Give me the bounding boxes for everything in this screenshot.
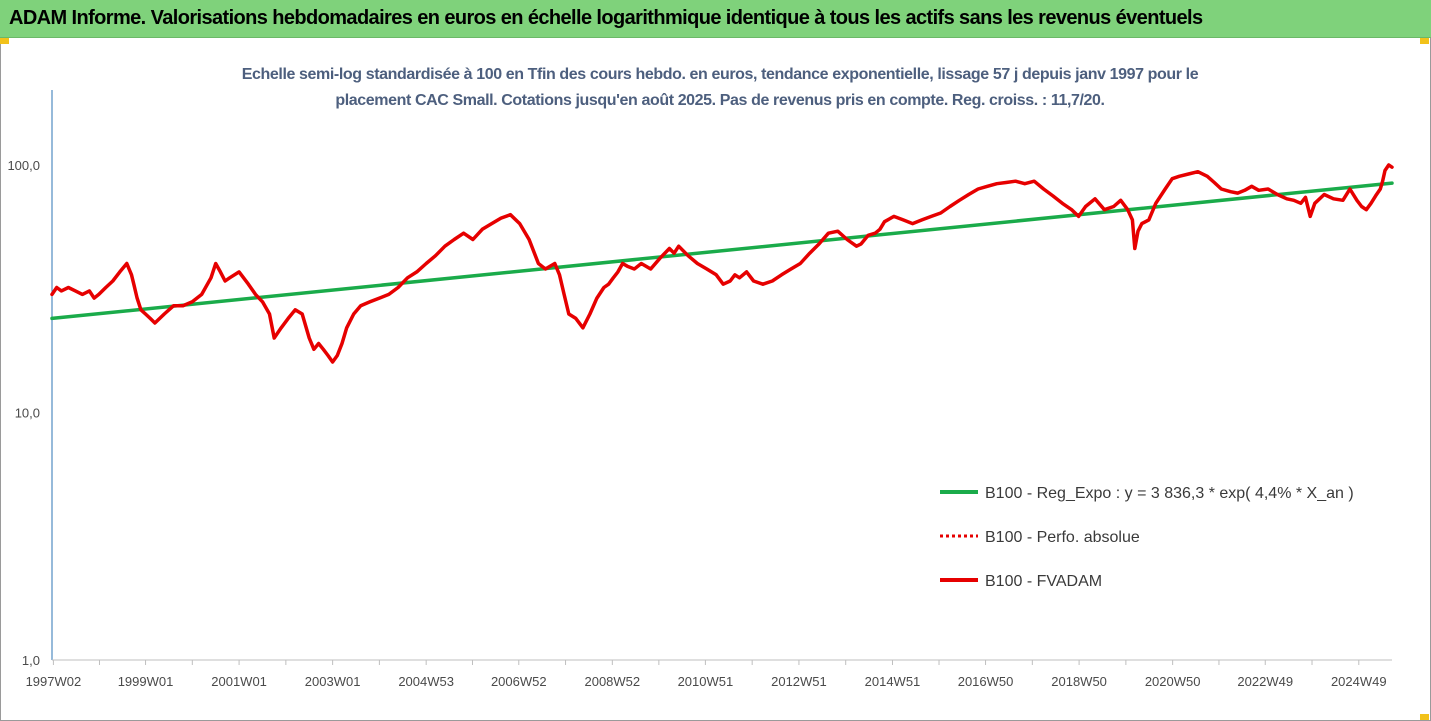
x-tick-label: 2018W50 bbox=[1051, 674, 1107, 689]
regression-line bbox=[50, 181, 1394, 321]
chart-subtitle-line-2: placement CAC Small. Cotations jusqu'en … bbox=[335, 92, 1105, 109]
legend-label: B100 - Reg_Expo : y = 3 836,3 * exp( 4,4… bbox=[985, 485, 1354, 502]
chart-legend: B100 - Reg_Expo : y = 3 836,3 * exp( 4,4… bbox=[940, 485, 1354, 590]
x-tick-label: 2008W52 bbox=[584, 674, 640, 689]
y-tick-label: 1,0 bbox=[22, 653, 40, 668]
x-tick-label: 1999W01 bbox=[118, 674, 174, 689]
x-tick-label: 2022W49 bbox=[1237, 674, 1293, 689]
x-tick-label: 2003W01 bbox=[305, 674, 361, 689]
x-tick-label: 2014W51 bbox=[865, 674, 921, 689]
x-tick-label: 2004W53 bbox=[398, 674, 454, 689]
x-tick-label: 1997W02 bbox=[26, 674, 82, 689]
fvadam-line bbox=[50, 163, 1394, 364]
chart-subtitle: Echelle semi-log standardisée à 100 en T… bbox=[130, 62, 1310, 114]
x-tick-label: 2001W01 bbox=[211, 674, 267, 689]
corner-marker-right bbox=[1420, 38, 1429, 44]
legend-label: B100 - Perfo. absolue bbox=[985, 529, 1140, 546]
chart-axes: 100,0 10,0 1,0 1997W02 1999W01 2001W01 2003W01… bbox=[7, 90, 1392, 689]
corner-marker-left bbox=[0, 38, 9, 44]
title-banner: ADAM Informe. Valorisations hebdomadaire… bbox=[0, 0, 1431, 38]
x-tick-label: 2024W49 bbox=[1331, 674, 1387, 689]
corner-marker-bottom-right bbox=[1420, 714, 1429, 720]
x-tick-label: 2012W51 bbox=[771, 674, 827, 689]
page-title: ADAM Informe. Valorisations hebdomadaire… bbox=[9, 7, 1203, 29]
y-tick-label: 100,0 bbox=[7, 158, 40, 173]
chart-series bbox=[50, 163, 1394, 364]
x-tick-label: 2016W50 bbox=[958, 674, 1014, 689]
legend-label: B100 - FVADAM bbox=[985, 573, 1102, 590]
x-tick-label: 2006W52 bbox=[491, 674, 547, 689]
x-tick-label: 2020W50 bbox=[1145, 674, 1201, 689]
x-tick-label: 2010W51 bbox=[678, 674, 734, 689]
chart-subtitle-line-1: Echelle semi-log standardisée à 100 en T… bbox=[241, 66, 1199, 83]
y-tick-label: 10,0 bbox=[15, 406, 40, 421]
